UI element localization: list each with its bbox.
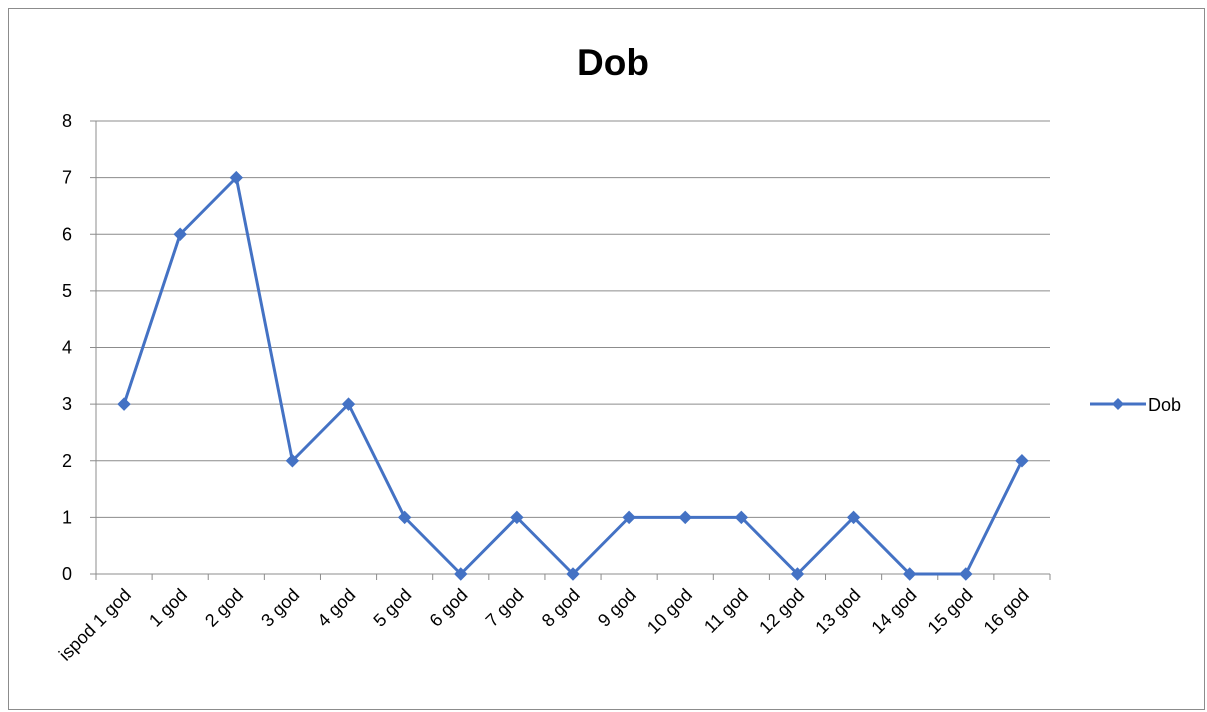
data-point-marker — [173, 227, 187, 241]
y-tick-label: 8 — [62, 111, 72, 131]
data-point-marker — [285, 454, 300, 468]
x-tick-label: 2 god — [201, 585, 247, 631]
chart-title: Dob — [577, 42, 649, 83]
x-tick-label: 16 god — [980, 585, 1033, 638]
data-point-marker — [454, 567, 468, 581]
data-point-marker — [846, 510, 861, 525]
legend-entry-label: Dob — [1148, 395, 1181, 415]
data-point-marker — [790, 567, 805, 581]
data-point-marker — [566, 567, 580, 581]
data-point-marker — [510, 510, 524, 525]
data-point-marker — [229, 170, 244, 185]
chart-frame — [8, 8, 1205, 710]
x-tick-label: 7 god — [482, 585, 528, 631]
series-line — [122, 176, 1024, 576]
y-tick-label: 1 — [62, 507, 72, 527]
x-tick-label: 3 god — [257, 585, 303, 631]
legend-marker-swatch — [1112, 398, 1124, 410]
x-tick-label: 5 god — [369, 585, 415, 631]
x-tick-label: 4 god — [313, 585, 359, 631]
axes — [90, 120, 1051, 580]
data-point-marker — [341, 397, 356, 411]
x-tick-label: 14 god — [867, 585, 920, 638]
x-tick-label: 11 god — [700, 585, 752, 637]
y-tick-label: 7 — [62, 168, 72, 188]
y-tick-label: 4 — [62, 338, 72, 358]
y-tick-label: 0 — [62, 564, 72, 584]
y-tick-label: 5 — [62, 281, 72, 301]
gridlines — [96, 120, 1050, 518]
data-point-marker — [734, 510, 749, 525]
y-tick-label: 6 — [62, 224, 72, 244]
x-tick-label: 10 god — [643, 585, 696, 638]
legend: Dob — [1090, 395, 1181, 415]
y-tick-label: 2 — [62, 451, 72, 471]
data-point-marker — [622, 510, 636, 525]
data-point-marker — [117, 397, 131, 411]
x-tick-label: 6 god — [426, 585, 472, 631]
x-tick-label: 12 god — [755, 585, 808, 638]
x-tick-label: 15 god — [924, 585, 977, 638]
y-axis-tick-labels: 0 1 2 3 4 5 6 7 8 — [62, 111, 72, 584]
data-point-marker — [902, 567, 917, 581]
x-tick-label: 9 god — [594, 585, 640, 631]
data-point-marker — [678, 510, 692, 525]
x-tick-label: 1 god — [145, 585, 191, 631]
x-axis-tick-labels: ispod 1 god 1 god 2 god 3 god 4 god 5 god 6 go… — [55, 585, 1033, 665]
data-point-marker — [397, 510, 412, 525]
x-tick-label: 13 god — [811, 585, 864, 638]
data-point-marker — [959, 567, 973, 581]
y-tick-label: 3 — [62, 394, 72, 414]
x-tick-label: 8 god — [538, 585, 584, 631]
series-layer — [117, 170, 1029, 581]
data-point-marker — [1015, 454, 1029, 468]
x-tick-label: ispod 1 god — [55, 585, 135, 665]
